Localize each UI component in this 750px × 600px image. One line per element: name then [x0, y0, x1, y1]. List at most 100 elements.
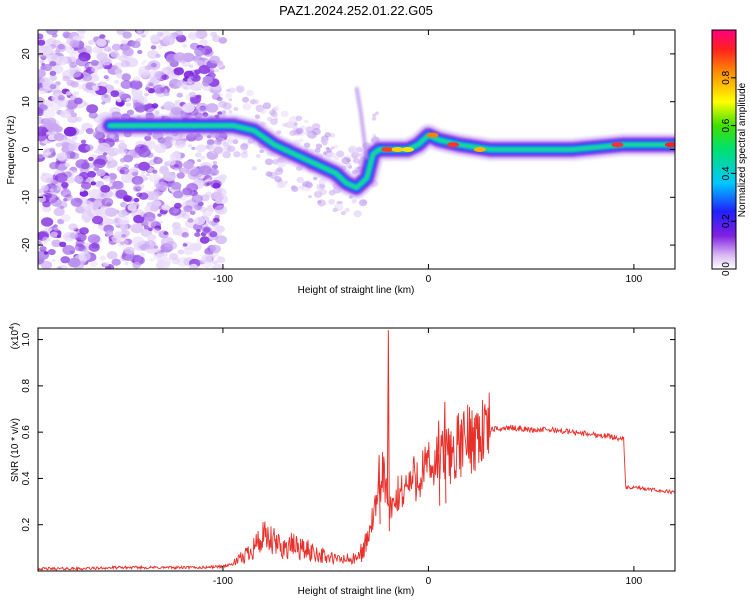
snr-y-tick-label: 0.2: [21, 517, 32, 531]
noise-blob: [143, 140, 156, 150]
spectrogram-x-tick-label: 0: [426, 274, 432, 285]
noise-blob: [64, 194, 73, 201]
colorbar-frame: [711, 29, 737, 270]
snr-y-tick-label: 0.4: [21, 471, 32, 485]
noise-blob: [157, 213, 162, 217]
colorbar-ticks: 0.0 0.2 0.4 0.6 0.8: [721, 70, 736, 276]
noise-blob: [171, 222, 181, 229]
noise-blob: [198, 165, 212, 176]
colorbar: 0.0 0.2 0.4 0.6 0.8 Normalized spectral ampl…: [711, 29, 748, 276]
noise-blob: [42, 236, 50, 243]
noise-blob: [106, 155, 114, 162]
noise-blob: [187, 218, 194, 223]
noise-blob: [170, 106, 183, 116]
noise-blob: [135, 186, 142, 192]
noise-blob: [93, 166, 100, 172]
noise-blob: [63, 126, 77, 137]
noise-blob: [209, 55, 221, 64]
noise-blob: [197, 159, 202, 163]
noise-blob: [316, 189, 322, 194]
noise-blob: [102, 261, 110, 267]
noise-blob: [151, 103, 159, 109]
noise-blob: [303, 119, 309, 124]
figure-title: PAZ1.2024.252.01.22.G05: [279, 3, 433, 18]
noise-blob: [144, 135, 152, 141]
noise-blob: [121, 39, 128, 45]
noise-blob: [85, 144, 94, 151]
snr-spike: [386, 330, 390, 532]
noise-blob: [194, 232, 201, 238]
spectrogram-y-ticks: -20 -10 0 10 20: [21, 48, 675, 252]
snr-spike: [377, 455, 381, 525]
spectrogram-y-label: Frequency (Hz): [6, 116, 17, 185]
noise-blob: [49, 74, 58, 81]
spectrogram-x-ticks: -100 0 100: [213, 30, 643, 285]
noise-blob: [303, 142, 311, 148]
noise-blob: [149, 258, 155, 262]
snr-spike: [443, 402, 447, 504]
noise-blob: [328, 198, 335, 205]
noise-blob: [45, 151, 50, 155]
noise-blob: [345, 162, 352, 168]
noise-blob: [80, 162, 90, 170]
noise-blob: [38, 153, 44, 159]
noise-blob: [165, 240, 178, 250]
noise-blob: [150, 62, 157, 68]
noise-blob: [105, 230, 114, 237]
noise-blob: [59, 109, 71, 119]
noise-blob: [314, 147, 321, 153]
noise-blob: [80, 181, 92, 190]
noise-blob: [119, 55, 128, 63]
noise-blob: [145, 86, 151, 91]
noise-blob: [56, 152, 68, 161]
noise-blob: [93, 158, 106, 169]
noise-blob: [206, 182, 211, 186]
noise-blob: [174, 140, 186, 149]
noise-blob: [372, 113, 377, 118]
noise-blob: [340, 211, 346, 216]
noise-blob: [123, 154, 134, 163]
noise-blob: [270, 111, 278, 118]
noise-blob: [74, 243, 85, 252]
noise-blob: [119, 166, 130, 175]
colorbar-gradient: [712, 30, 736, 269]
noise-blob: [144, 64, 152, 71]
noise-blob: [83, 45, 92, 52]
noise-blob: [214, 68, 220, 73]
noise-blob: [146, 234, 157, 242]
ridge-hotspot: [664, 142, 675, 148]
noise-blob: [222, 102, 232, 110]
noise-blob: [118, 146, 128, 154]
noise-blob: [262, 102, 272, 110]
noise-blob: [55, 142, 62, 148]
noise-blob: [371, 116, 377, 121]
noise-blob: [144, 216, 157, 227]
noise-blob: [106, 251, 118, 260]
noise-blob: [45, 121, 59, 132]
noise-blob: [70, 81, 79, 88]
noise-blob: [326, 148, 332, 153]
noise-blob: [138, 161, 151, 171]
noise-blob: [191, 206, 198, 212]
noise-blob: [121, 234, 126, 238]
noise-blob: [64, 170, 75, 178]
noise-blob: [222, 151, 231, 159]
noise-blob: [56, 200, 68, 209]
noise-blob: [177, 249, 185, 255]
noise-blob: [232, 139, 239, 145]
noise-blob: [163, 231, 169, 235]
noise-blob: [131, 202, 138, 207]
noise-blob: [150, 204, 160, 212]
noise-blob: [226, 145, 236, 153]
noise-blob: [153, 157, 163, 165]
noise-blob: [330, 133, 336, 138]
noise-blob: [60, 256, 70, 264]
noise-blob: [317, 200, 322, 204]
noise-blob: [116, 98, 122, 103]
noise-blob: [40, 104, 47, 110]
noise-blob: [77, 84, 84, 90]
noise-blob: [240, 152, 249, 159]
noise-blob: [69, 232, 79, 239]
noise-blob: [150, 76, 161, 85]
noise-blob: [209, 168, 220, 176]
